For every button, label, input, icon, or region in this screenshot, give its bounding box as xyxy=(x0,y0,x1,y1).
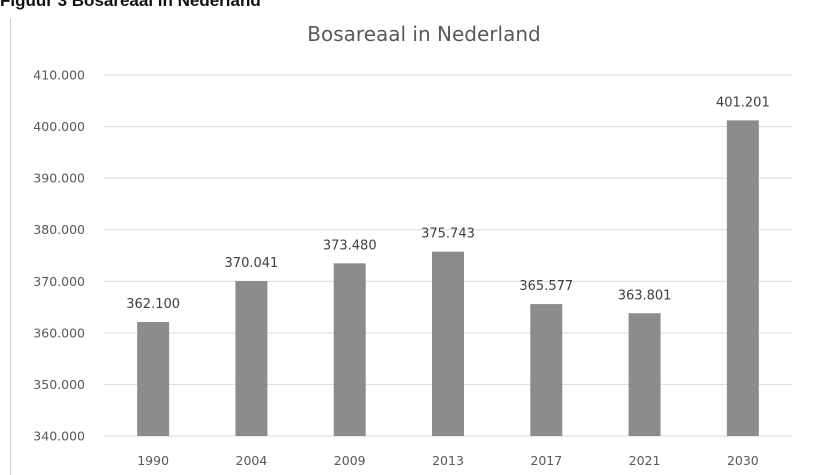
x-tick-label-2013: 2013 xyxy=(432,453,464,468)
bar-2013 xyxy=(432,251,464,436)
y-axis-tick-labels: 340.000 350.000 360.000 370.000 380.000 390.0… xyxy=(33,68,85,444)
data-label-2017: 365.577 xyxy=(519,279,573,294)
chart-title: Bosareaal in Nederland xyxy=(307,22,541,46)
x-tick-label-2017: 2017 xyxy=(530,453,562,468)
y-tick-label: 410.000 xyxy=(33,68,85,83)
y-tick-label: 340.000 xyxy=(33,429,85,444)
y-tick-label: 370.000 xyxy=(33,274,85,289)
bar-1990 xyxy=(137,322,170,436)
x-axis-tick-labels: 1990 2004 2009 2013 2017 2021 2030 xyxy=(137,453,759,468)
y-tick-label: 390.000 xyxy=(33,171,85,186)
data-label-2021: 363.801 xyxy=(618,288,672,303)
data-label-2030: 401.201 xyxy=(716,95,770,110)
data-label-1990: 362.100 xyxy=(126,297,180,312)
data-label-2013: 375.743 xyxy=(421,227,475,242)
data-label-2009: 373.480 xyxy=(323,238,377,253)
bars xyxy=(137,120,759,437)
x-tick-label-2004: 2004 xyxy=(236,453,268,468)
y-tick-label: 380.000 xyxy=(33,222,85,237)
y-tick-label: 350.000 xyxy=(33,377,85,392)
x-tick-label-1990: 1990 xyxy=(137,453,169,468)
y-tick-label: 400.000 xyxy=(33,119,85,134)
bar-2004 xyxy=(235,281,268,436)
frame-line xyxy=(10,18,11,475)
x-tick-label-2030: 2030 xyxy=(727,453,759,468)
bar-2009 xyxy=(333,263,366,436)
data-labels: 362.100 370.041 373.480 375.743 365.577 363.8… xyxy=(126,95,769,312)
x-tick-label-2021: 2021 xyxy=(629,453,661,468)
figure-caption: Figuur 3 Bosareaal in Nederland xyxy=(0,0,261,10)
y-tick-label: 360.000 xyxy=(33,325,85,340)
bar-2030 xyxy=(726,120,759,437)
x-tick-label-2009: 2009 xyxy=(334,453,366,468)
data-label-2004: 370.041 xyxy=(225,256,279,271)
bar-2021 xyxy=(628,313,661,436)
bar-2017 xyxy=(530,304,563,436)
